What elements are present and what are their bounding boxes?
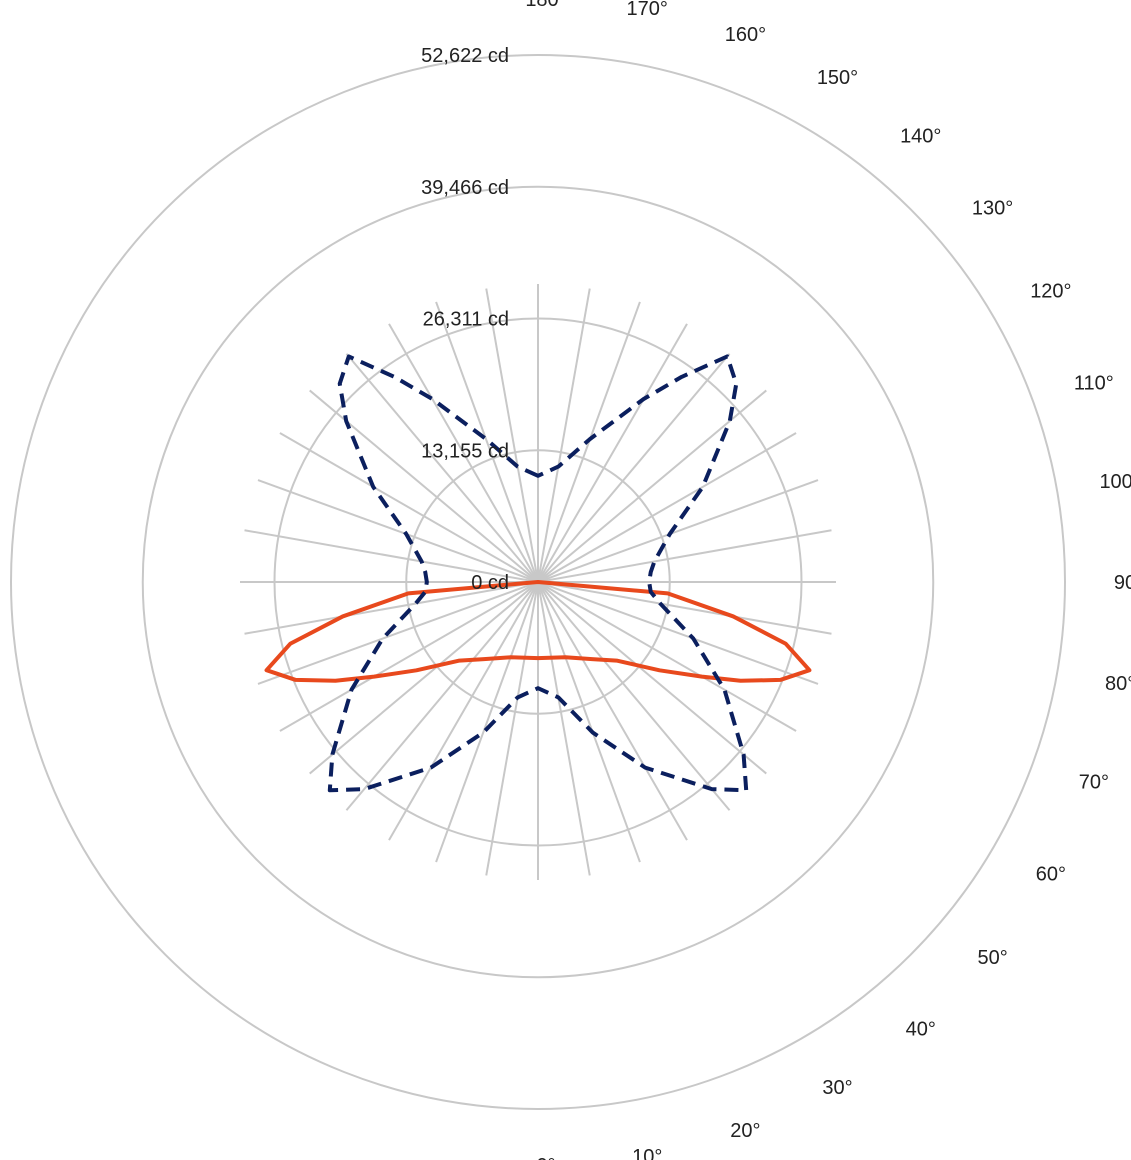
- angle-tick-label-1: 10°: [632, 1146, 662, 1160]
- series-line-1: [327, 354, 749, 793]
- angle-tick-label-9: 90°: [1114, 572, 1131, 594]
- angle-tick-label-0: 0°: [536, 1155, 555, 1160]
- angle-tick-label-3: 30°: [822, 1077, 852, 1099]
- angle-tick-label-11: 110°: [1074, 373, 1114, 395]
- angle-tick-label-4: 40°: [906, 1019, 936, 1041]
- angle-tick-label-2: 20°: [730, 1120, 760, 1142]
- angle-tick-label-6: 60°: [1036, 864, 1066, 886]
- angle-tick-label-8: 80°: [1105, 673, 1131, 695]
- angle-tick-label-13: 130°: [972, 197, 1013, 219]
- angle-tick-label-14: 140°: [900, 125, 941, 147]
- radial-tick-label-4: 52,622 cd: [421, 45, 509, 67]
- series-line-0: [264, 580, 812, 683]
- radial-tick-label-1: 13,155 cd: [421, 440, 509, 462]
- radial-tick-label-0: 0 cd: [471, 572, 509, 594]
- angle-tick-label-5: 50°: [977, 947, 1007, 969]
- grid-ring-4: [10, 54, 1066, 1110]
- radial-tick-label-3: 39,466 cd: [421, 177, 509, 199]
- angle-tick-label-10: 100°: [1099, 471, 1131, 493]
- angle-tick-label-7: 70°: [1079, 771, 1109, 793]
- angle-tick-labels: 0° 10° 20° 30° 40° 50° 60° 70° 80° 90° 100° 110° 120…: [525, 0, 1131, 1160]
- angle-tick-label-15: 150°: [817, 67, 858, 89]
- angle-tick-label-16: 160°: [725, 24, 766, 46]
- radial-tick-label-2: 26,311 cd: [423, 309, 509, 331]
- angle-tick-label-12: 120°: [1030, 281, 1071, 303]
- grid-ring-3: [141, 185, 935, 979]
- radial-tick-labels: 0 cd 13,155 cd 26,311 cd 39,466 cd 52,622 cd: [421, 45, 509, 594]
- angle-tick-label-18: 180°: [525, 0, 566, 11]
- series-layer: [264, 354, 812, 793]
- angle-tick-label-17: 170°: [627, 0, 668, 20]
